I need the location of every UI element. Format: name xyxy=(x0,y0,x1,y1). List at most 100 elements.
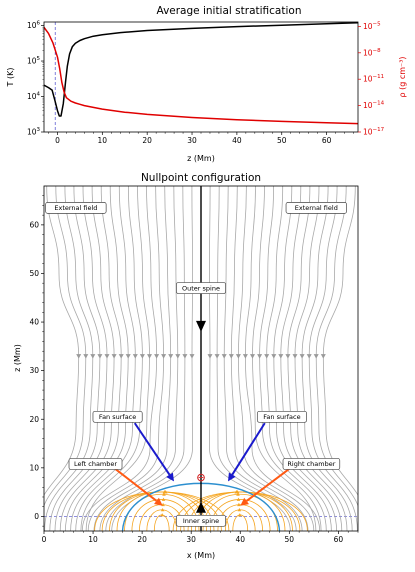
svg-text:Right chamber: Right chamber xyxy=(287,460,335,468)
annotation-inner-spine: Inner spine xyxy=(176,514,226,527)
field-marker xyxy=(104,354,110,359)
chamber-line xyxy=(172,491,308,531)
top-y-right-tick-label: 10−17 xyxy=(363,127,385,137)
field-marker xyxy=(139,354,145,359)
inner-spine-arrow xyxy=(196,501,206,513)
chamber-line xyxy=(232,514,249,531)
nullpoint-title: Nullpoint configuration xyxy=(141,172,261,184)
nullpoint-chart: Nullpoint configuration 0 10 20 30 40 50 60 0 10… xyxy=(13,172,359,560)
field-marker xyxy=(76,354,82,359)
chamber-marker xyxy=(237,508,242,512)
right-chamber-arrow xyxy=(246,468,290,502)
top-y-right-tick-label: 10−11 xyxy=(363,74,384,84)
svg-text:External field: External field xyxy=(295,204,338,212)
annotation-left-chamber: Left chamber xyxy=(68,458,123,470)
top-y-left-tick-label: 104 xyxy=(27,92,41,102)
field-marker xyxy=(182,354,188,359)
annotation-external-field: External field xyxy=(45,202,107,214)
field-marker xyxy=(161,354,167,359)
svg-text:Left chamber: Left chamber xyxy=(74,460,117,468)
chamber-marker xyxy=(237,502,241,507)
field-marker xyxy=(168,354,174,359)
chamber-marker xyxy=(161,497,166,501)
field-line xyxy=(223,186,303,531)
top-x-tick-label: 30 xyxy=(187,136,197,145)
field-line xyxy=(93,186,172,531)
top-y-left-tick-label: 103 xyxy=(27,127,41,137)
svg-text:Outer spine: Outer spine xyxy=(182,284,220,292)
bottom-x-tick-label: 60 xyxy=(334,535,344,544)
bottom-y-tick-label: 30 xyxy=(29,366,39,375)
field-line xyxy=(273,186,332,531)
null-point-marker xyxy=(197,473,205,482)
left-chamber-arrow-head xyxy=(154,497,163,506)
field-marker xyxy=(278,354,284,359)
field-marker xyxy=(228,354,234,359)
fan-surface-arrow-right xyxy=(231,422,266,476)
annotation-right-chamber: Right chamber xyxy=(282,458,341,470)
field-marker xyxy=(125,354,131,359)
field-marker xyxy=(250,354,255,359)
svg-text:External field: External field xyxy=(54,204,97,212)
chamber-marker xyxy=(234,490,239,494)
field-marker xyxy=(90,354,96,359)
chamber-line xyxy=(146,509,178,531)
chamber-marker xyxy=(236,497,241,501)
field-marker xyxy=(175,354,181,359)
field-marker xyxy=(313,354,319,359)
right-chamber-arrow-head xyxy=(240,497,249,506)
top-x-tick-label: 10 xyxy=(98,136,108,145)
field-line xyxy=(81,186,158,531)
density-line xyxy=(44,26,358,125)
annotation-outer-spine: Outer spine xyxy=(176,282,226,294)
field-marker xyxy=(147,354,152,359)
field-marker xyxy=(271,354,277,359)
nullpoint-plot-area xyxy=(44,186,358,531)
top-y-right-tick-label: 10−14 xyxy=(363,101,385,111)
field-marker xyxy=(264,354,270,359)
bottom-y-tick-label: 20 xyxy=(29,415,39,424)
outer-spine-arrow xyxy=(196,320,206,332)
top-y-right-tick-label: 10−8 xyxy=(363,48,381,58)
bottom-y-tick-label: 0 xyxy=(34,512,39,521)
field-marker xyxy=(111,354,117,359)
field-marker xyxy=(97,354,103,359)
top-x-tick-label: 60 xyxy=(322,136,332,145)
field-line xyxy=(216,186,297,531)
bottom-x-tick-label: 10 xyxy=(88,535,98,544)
stratification-chart: Average initial stratification 0 10 20 30 40… xyxy=(6,5,407,163)
stratification-ylabel-right: ρ (g cm⁻³) xyxy=(398,56,407,97)
field-line xyxy=(237,186,315,531)
field-marker xyxy=(320,354,326,359)
field-line xyxy=(99,186,179,531)
chamber-marker xyxy=(160,513,164,517)
field-line xyxy=(244,186,321,531)
field-direction-markers xyxy=(76,354,326,359)
stratification-xlabel: z (Mm) xyxy=(187,154,215,163)
field-marker xyxy=(207,354,213,359)
svg-text:Fan surface: Fan surface xyxy=(263,413,300,421)
field-marker xyxy=(299,354,305,359)
chamber-line xyxy=(224,509,256,531)
top-y-right-tick-label: 10−5 xyxy=(363,21,381,31)
field-marker xyxy=(242,354,248,359)
field-marker xyxy=(118,354,124,359)
field-marker xyxy=(154,354,160,359)
fan-surface-arrow-left-head xyxy=(166,472,174,482)
field-line xyxy=(70,186,129,531)
field-line xyxy=(259,186,322,531)
top-y-left-tick-label: 106 xyxy=(27,21,41,31)
bottom-y-tick-label: 40 xyxy=(29,318,39,327)
nullpoint-xlabel: x (Mm) xyxy=(187,551,215,560)
field-marker xyxy=(214,354,220,359)
stratification-ylabel-left: T (K) xyxy=(6,68,15,88)
stratification-frame xyxy=(43,21,359,133)
nullpoint-ticks: 0 10 20 30 40 50 60 0 10 20 30 40 50 60 xyxy=(29,195,359,544)
chamber-marker xyxy=(162,492,166,496)
chamber-marker xyxy=(238,513,242,517)
nullpoint-ylabel: z (Mm) xyxy=(13,344,22,372)
field-marker xyxy=(221,354,227,359)
fan-surface-arrow-right-head xyxy=(228,472,236,482)
bottom-y-tick-label: 10 xyxy=(29,463,39,472)
